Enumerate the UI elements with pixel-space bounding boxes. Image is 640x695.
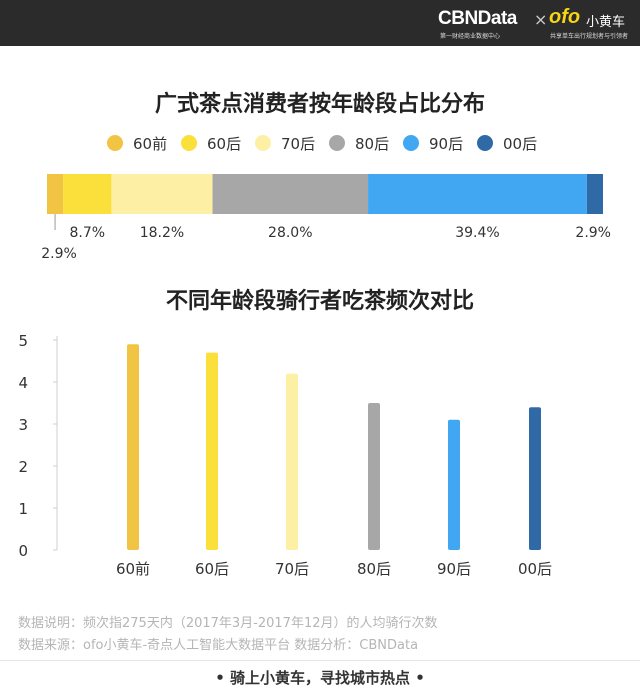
share-segment-60前 (47, 174, 64, 214)
y-tick-label: 1 (18, 500, 28, 518)
logo-separator: × (534, 10, 548, 29)
legend-swatch (329, 135, 345, 151)
cbndata-logo: CBNData (438, 8, 517, 29)
share-segment-00后 (586, 174, 603, 214)
data-note: 数据说明：频次指275天内（2017年3月-2017年12月）的人均骑行次数 (18, 616, 438, 631)
ofo-logo: ofo (549, 6, 581, 28)
y-tick-label: 4 (18, 374, 28, 392)
y-tick-label: 5 (18, 332, 28, 350)
freq-bar-80后 (368, 403, 380, 550)
share-label-60前: 2.9% (41, 246, 77, 262)
share-label-60后: 8.7% (69, 225, 105, 241)
legend-label: 90后 (429, 135, 464, 153)
share-label-00后: 2.9% (575, 225, 611, 241)
share-segment-80后 (212, 174, 369, 214)
y-tick-label: 0 (18, 542, 28, 560)
freq-bar-00后 (529, 407, 541, 550)
share-segment-60后 (63, 174, 112, 214)
freq-bar-70后 (286, 373, 298, 550)
x-tick-label: 60后 (195, 560, 229, 578)
y-tick-label: 2 (18, 458, 28, 476)
ofo-name: 小黄车 (586, 15, 626, 30)
share-label-70后: 18.2% (140, 225, 184, 241)
x-tick-label: 80后 (357, 560, 391, 578)
legend-label: 60前 (133, 135, 168, 153)
share-chart-title: 广式茶点消费者按年龄段占比分布 (154, 92, 485, 117)
share-segment-70后 (111, 174, 213, 214)
frequency-chart-title: 不同年龄段骑行者吃茶频次对比 (165, 289, 474, 314)
legend-swatch (107, 135, 123, 151)
x-tick-label: 60前 (116, 560, 150, 578)
legend-label: 60后 (207, 135, 242, 153)
stacked-share-bar: 2.9% 8.7% 18.2% 28.0% 39.4% 2.9% (41, 174, 611, 262)
x-tick-label: 90后 (437, 560, 471, 578)
share-label-80后: 28.0% (268, 225, 312, 241)
share-segment-90后 (368, 174, 587, 214)
y-tick-label: 3 (18, 416, 28, 434)
freq-bar-90后 (448, 419, 460, 550)
footer-slogan: • 骑上小黄车，寻找城市热点 • (215, 669, 425, 687)
legend: 60前 60后 70后 80后 90后 00后 (0, 132, 640, 154)
legend-label: 00后 (503, 135, 538, 153)
legend-swatch (477, 135, 493, 151)
legend-swatch (403, 135, 419, 151)
legend-swatch (181, 135, 197, 151)
freq-bar-60前 (127, 344, 139, 550)
legend-swatch (255, 135, 271, 151)
legend-label: 70后 (281, 135, 316, 153)
footer-divider (0, 660, 640, 661)
frequency-bar-chart: 0 1 2 3 4 5 60前 60后 70后 80后 90后 00后 (18, 332, 552, 578)
freq-bar-60后 (206, 352, 218, 550)
ofo-subtitle: 共享单车出行规划者与引领者 (550, 33, 629, 40)
share-label-90后: 39.4% (455, 225, 499, 241)
data-source: 数据来源：ofo小黄车-奇点人工智能大数据平台 数据分析：CBNData (18, 638, 419, 653)
x-tick-label: 70后 (275, 560, 309, 578)
legend-label: 80后 (355, 135, 390, 153)
x-tick-label: 00后 (518, 560, 552, 578)
cbndata-subtitle: 第一财经商业数据中心 (440, 33, 501, 40)
header-bar: CBNData 第一财经商业数据中心 × ofo 小黄车 共享单车出行规划者与引… (0, 0, 640, 46)
